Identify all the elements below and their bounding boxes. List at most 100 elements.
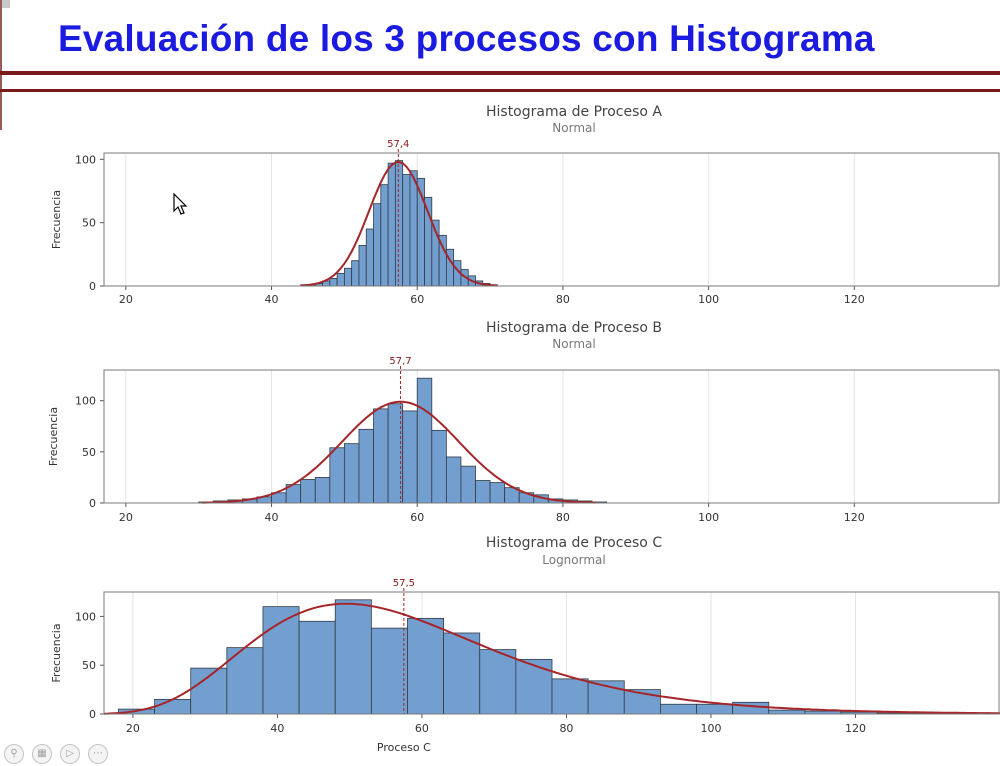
histogram-bar <box>336 272 345 287</box>
histogram-bar <box>334 599 372 715</box>
plot-frame <box>103 152 1000 287</box>
x-tick-label: 20 <box>126 722 140 735</box>
histogram-bar <box>768 709 806 715</box>
mean-label: 57,7 <box>389 356 411 367</box>
y-tick-label: 100 <box>75 153 96 166</box>
title-rule-top <box>0 71 1000 75</box>
histogram-bar <box>343 267 353 287</box>
histogram-bar <box>416 377 433 504</box>
mean-label: 57,5 <box>393 578 415 589</box>
histogram-bar <box>373 203 382 287</box>
more-icon[interactable]: ⋯ <box>88 744 108 764</box>
histogram-bar <box>329 277 338 287</box>
mean-label: 57,4 <box>387 139 409 150</box>
histogram-bar <box>402 410 418 504</box>
histogram-bar <box>659 703 697 715</box>
zoom-icon[interactable]: ⚲ <box>4 744 24 764</box>
y-tick-label: 0 <box>89 708 96 721</box>
chart-subtitle: Normal <box>552 121 595 135</box>
chart-title: Histograma de Proceso A <box>486 104 662 120</box>
plot-frame <box>103 369 1000 504</box>
histogram-bar <box>343 443 360 504</box>
slide-left-border <box>0 0 2 130</box>
histogram-bar <box>407 617 445 715</box>
histogram-3: Histograma de Proceso C Lognormal 20 40 60 80… <box>50 535 1000 754</box>
video-icon[interactable]: ▷ <box>60 744 80 764</box>
histogram-bar <box>387 162 396 287</box>
distribution-fit-curve <box>300 160 498 287</box>
y-tick-label: 100 <box>75 395 96 408</box>
histogram-bar <box>431 429 447 504</box>
histogram-bar <box>329 447 345 504</box>
chart-title: Histograma de Proceso B <box>486 320 662 336</box>
y-tick-label: 50 <box>82 659 96 672</box>
x-tick-label: 60 <box>410 293 424 306</box>
histogram-bar <box>298 620 336 715</box>
histogram-bar <box>489 482 506 504</box>
chart-title: Histograma de Proceso C <box>486 535 662 551</box>
histogram-bar <box>475 480 491 504</box>
y-axis-label: Frecuencia <box>50 623 63 682</box>
x-tick-label: 100 <box>698 293 719 306</box>
histogram-bar <box>365 228 374 287</box>
histogram-bar <box>373 408 389 504</box>
histogram-bar <box>314 477 331 504</box>
x-tick-label: 100 <box>698 511 719 524</box>
histogram-bar <box>262 606 300 715</box>
x-tick-label: 80 <box>556 511 570 524</box>
x-tick-label: 100 <box>700 722 721 735</box>
chart-subtitle: Lognormal <box>542 553 605 567</box>
y-axis-label: Frecuencia <box>47 407 60 466</box>
x-tick-label: 60 <box>410 511 424 524</box>
histogram-bar <box>358 245 367 287</box>
histogram-bar <box>445 456 462 504</box>
x-tick-label: 120 <box>844 293 865 306</box>
x-tick-label: 80 <box>559 722 573 735</box>
histogram-bar <box>358 428 374 504</box>
histogram-bar <box>409 170 418 287</box>
x-tick-label: 20 <box>119 511 133 524</box>
histogram-bar <box>394 160 404 287</box>
title-rule-bottom <box>0 89 1000 92</box>
histogram-bar <box>443 632 481 715</box>
histogram-bar <box>154 698 192 715</box>
presentation-toolbar: ⚲ ▦ ▷ ⋯ <box>4 744 108 766</box>
histogram-bar <box>402 174 411 287</box>
x-tick-label: 80 <box>556 293 570 306</box>
x-tick-label: 40 <box>270 722 284 735</box>
histogram-bar <box>551 678 589 715</box>
histogram-bar <box>190 667 228 715</box>
y-tick-label: 50 <box>82 446 96 459</box>
x-tick-label: 60 <box>415 722 429 735</box>
histogram-bar <box>380 184 389 287</box>
x-axis-label: Proceso C <box>377 741 431 754</box>
distribution-fit-curve <box>202 400 596 504</box>
histogram-bar <box>460 465 476 504</box>
y-tick-label: 50 <box>82 217 96 230</box>
y-tick-label: 100 <box>75 610 96 623</box>
y-tick-label: 0 <box>89 497 96 510</box>
histogram-bar <box>696 703 734 715</box>
histogram-bar <box>479 649 517 715</box>
histogram-bar <box>300 479 316 504</box>
mouse-cursor-icon <box>173 192 189 221</box>
histogram-bar <box>515 658 553 715</box>
x-tick-label: 20 <box>119 293 133 306</box>
x-tick-label: 120 <box>845 722 866 735</box>
histogram-bar <box>370 627 408 715</box>
slide-title: Evaluación de los 3 procesos con Histogr… <box>58 18 875 59</box>
y-axis-label: Frecuencia <box>50 190 63 249</box>
histogram-bar <box>351 260 360 287</box>
window-edge-marker <box>0 0 10 8</box>
plot-frame <box>103 591 1000 715</box>
slides-icon[interactable]: ▦ <box>32 744 52 764</box>
x-tick-label: 40 <box>265 511 279 524</box>
y-tick-label: 0 <box>89 280 96 293</box>
distribution-fit-curve <box>103 602 1000 715</box>
x-tick-label: 120 <box>844 511 865 524</box>
chart-subtitle: Normal <box>552 337 595 351</box>
x-tick-label: 40 <box>265 293 279 306</box>
